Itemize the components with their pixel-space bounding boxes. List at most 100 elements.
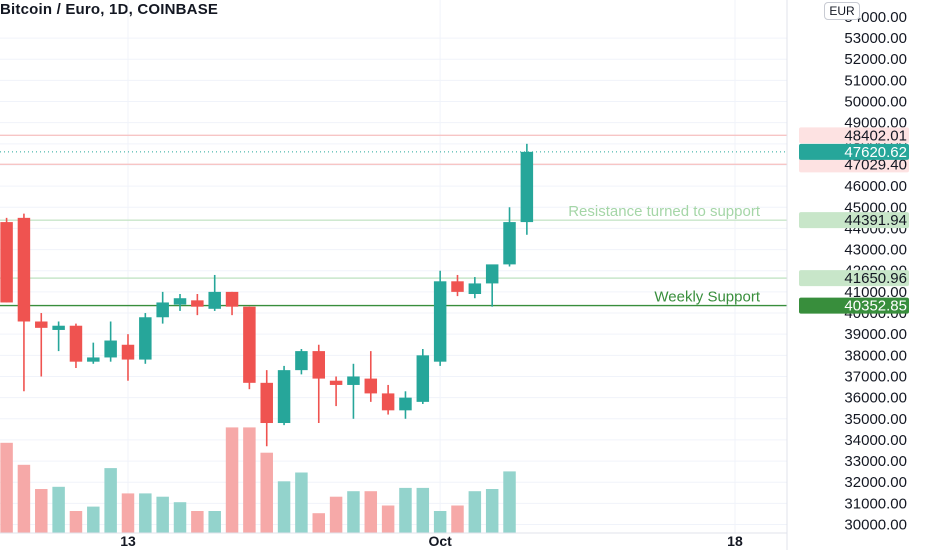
grid-lines bbox=[0, 0, 787, 533]
candle bbox=[191, 293, 204, 316]
candle-body bbox=[156, 302, 169, 318]
level-price-tag-label: 47029.40 bbox=[844, 156, 907, 173]
candle bbox=[416, 348, 430, 404]
level-price-tag: 41650.96 bbox=[799, 270, 909, 287]
price-tick-label: 38000.00 bbox=[844, 347, 907, 364]
candle bbox=[433, 270, 447, 366]
price-tick-label: 46000.00 bbox=[844, 178, 907, 195]
candle-body bbox=[104, 340, 117, 358]
candle-body bbox=[399, 397, 412, 411]
candle-body bbox=[347, 376, 360, 385]
volume-bar bbox=[17, 464, 31, 533]
volume-bar bbox=[260, 452, 273, 533]
price-tick-label-clipped: 54000.00 bbox=[844, 9, 907, 26]
candle-body bbox=[485, 264, 499, 284]
candle-body bbox=[329, 380, 343, 385]
candle-body bbox=[191, 300, 204, 307]
price-tags: 48402.01 47029.40 44391.94 41650.96 40352.85… bbox=[799, 127, 909, 315]
level-price-tag-label: 48402.01 bbox=[844, 127, 907, 144]
price-tick-label: 36000.00 bbox=[844, 390, 907, 407]
candle-body bbox=[225, 291, 239, 307]
currency-button[interactable]: EUR bbox=[824, 2, 860, 20]
candle bbox=[173, 293, 187, 311]
candle-body bbox=[503, 222, 516, 265]
volume-bar bbox=[191, 511, 204, 533]
candle-body bbox=[295, 351, 308, 371]
level-price-tag-bg bbox=[799, 270, 909, 287]
candle-body bbox=[277, 370, 291, 424]
candle bbox=[0, 217, 13, 303]
price-tick-label: 39000.00 bbox=[844, 326, 907, 343]
volume-bar bbox=[156, 496, 169, 533]
volume-bar bbox=[121, 493, 135, 533]
candle bbox=[364, 351, 378, 402]
volume-bar bbox=[451, 505, 464, 533]
price-tick-label: 50000.00 bbox=[844, 94, 907, 111]
candle bbox=[295, 348, 308, 375]
volume-bar bbox=[69, 511, 83, 533]
level-price-tag-bg bbox=[799, 212, 909, 229]
candle-body bbox=[312, 351, 325, 379]
candle bbox=[139, 313, 152, 364]
candle bbox=[121, 334, 135, 381]
volume-bar bbox=[87, 506, 100, 533]
price-tick-label: 34000.00 bbox=[844, 432, 907, 449]
price-tick-label: 37000.00 bbox=[844, 368, 907, 385]
volume-bar bbox=[347, 491, 360, 533]
volume-bar bbox=[277, 481, 291, 533]
price-tick-label: 41000.00 bbox=[844, 284, 907, 301]
level-price-tag-label: 41650.96 bbox=[844, 270, 907, 287]
candle-body bbox=[520, 151, 534, 223]
candle-body bbox=[17, 217, 31, 322]
candle bbox=[277, 365, 291, 426]
candle bbox=[329, 376, 343, 407]
candle bbox=[35, 313, 48, 377]
level-annotation: Weekly Support bbox=[654, 289, 760, 306]
time-tick-label: 18 bbox=[727, 533, 743, 549]
level-price-tag-label: 40352.85 bbox=[844, 298, 907, 315]
candle bbox=[468, 277, 482, 299]
volume-bar bbox=[312, 513, 325, 533]
candle bbox=[156, 291, 169, 324]
level-price-tag: 44391.94 bbox=[799, 212, 909, 229]
volume-bar bbox=[0, 442, 13, 533]
volume-bar bbox=[416, 487, 430, 533]
horizontal-levels: Resistance turned to support Weekly Suppo… bbox=[0, 134, 787, 307]
volume-bar bbox=[243, 427, 256, 533]
chart-title: Bitcoin / Euro, 1D, COINBASE bbox=[0, 1, 219, 18]
volume-bar bbox=[468, 491, 482, 533]
price-tick-label: 43000.00 bbox=[844, 242, 907, 259]
candle-body bbox=[381, 393, 395, 411]
candle bbox=[17, 213, 31, 392]
candle bbox=[208, 274, 221, 311]
candle-body bbox=[173, 298, 187, 305]
volume-bar bbox=[35, 489, 48, 533]
volume-bar bbox=[139, 493, 152, 533]
volume-bar bbox=[173, 502, 187, 533]
last-price-tag-bg bbox=[799, 143, 909, 160]
candle-body bbox=[451, 281, 464, 292]
volume-bar bbox=[329, 496, 343, 533]
price-tick-label: 33000.00 bbox=[844, 453, 907, 470]
candle-body bbox=[364, 378, 378, 394]
volume-bar bbox=[104, 468, 117, 533]
candle bbox=[87, 342, 100, 364]
candle bbox=[225, 291, 239, 316]
candle bbox=[381, 384, 395, 415]
time-axis: 13 Oct 18 bbox=[120, 533, 743, 549]
volume-bar bbox=[52, 486, 65, 533]
candle-body bbox=[69, 325, 83, 362]
volume-bar bbox=[399, 487, 412, 533]
candle bbox=[260, 370, 273, 447]
candle bbox=[69, 323, 83, 369]
volume-bar bbox=[208, 511, 221, 533]
level-price-tag-bg bbox=[799, 297, 909, 314]
candle-body bbox=[139, 317, 152, 360]
level-annotation: Resistance turned to support bbox=[568, 203, 761, 220]
price-tick-label: 31000.00 bbox=[844, 495, 907, 512]
volume-bar bbox=[295, 472, 308, 533]
volume-bar bbox=[364, 491, 378, 533]
